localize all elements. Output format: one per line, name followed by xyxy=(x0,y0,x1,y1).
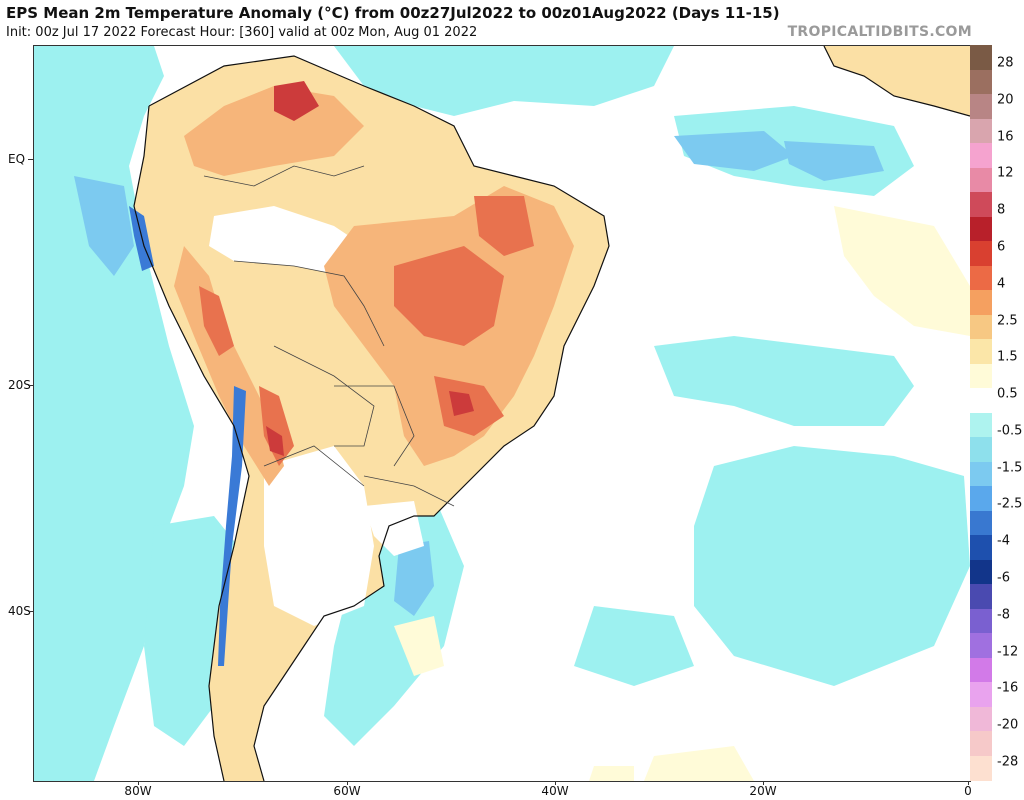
lat-tick xyxy=(28,159,33,160)
colorbar xyxy=(970,45,992,781)
colorbar-segment xyxy=(970,363,992,389)
colorbar-segment xyxy=(970,682,992,707)
colorbar-segment xyxy=(970,167,992,193)
lat-label-40s: 40S xyxy=(8,604,31,618)
colorbar-label: 20 xyxy=(997,92,1014,108)
colorbar-segment xyxy=(970,290,992,315)
colorbar-label: -0.5 xyxy=(997,423,1023,439)
colorbar-segment xyxy=(970,339,992,364)
country-borders xyxy=(203,165,455,507)
brand-watermark: TROPICALTIDBITS.COM xyxy=(787,24,972,40)
colorbar-segment xyxy=(970,94,992,119)
colorbar-segment xyxy=(970,608,992,634)
colorbar-label: -6 xyxy=(997,570,1010,586)
coastlines xyxy=(133,46,970,781)
colorbar-label: -28 xyxy=(997,754,1019,770)
lon-tick xyxy=(138,781,139,785)
ocean-cooler-patches xyxy=(74,131,884,616)
lat-label-20s: 20S xyxy=(8,378,31,392)
lon-label-40w: 40W xyxy=(541,784,569,798)
colorbar-segment xyxy=(970,45,992,70)
colorbar-label: 16 xyxy=(997,129,1014,145)
lon-tick xyxy=(347,781,348,785)
colorbar-segment xyxy=(970,657,992,683)
map-title: EPS Mean 2m Temperature Anomaly (°C) fro… xyxy=(6,4,780,22)
colorbar-label: -20 xyxy=(997,717,1019,733)
colorbar-label: 8 xyxy=(997,202,1006,218)
colorbar-segment xyxy=(970,314,992,340)
colorbar-label: 1.5 xyxy=(997,349,1018,365)
colorbar-segment xyxy=(970,633,992,658)
colorbar-segment xyxy=(970,69,992,95)
colorbar-segment xyxy=(970,535,992,560)
colorbar-segment xyxy=(970,731,992,756)
lon-tick xyxy=(555,781,556,785)
colorbar-label: -4 xyxy=(997,533,1010,549)
lon-label-0: 0 xyxy=(964,784,972,798)
colorbar-label: -16 xyxy=(997,680,1019,696)
colorbar-segment xyxy=(970,216,992,242)
colorbar-label: -12 xyxy=(997,644,1019,660)
colorbar-label: -1.5 xyxy=(997,460,1023,476)
colorbar-segment xyxy=(970,265,992,291)
colorbar-segment xyxy=(970,486,992,511)
lat-tick xyxy=(28,385,33,386)
colorbar-label: 0.5 xyxy=(997,386,1018,402)
colorbar-segment xyxy=(970,118,992,144)
hot-patches xyxy=(266,81,474,456)
ocean-warm-patches xyxy=(394,206,970,781)
colorbar-label: 6 xyxy=(997,239,1006,255)
lat-label-eq: EQ xyxy=(8,152,26,166)
map-subtitle: Init: 00z Jul 17 2022 Forecast Hour: [36… xyxy=(6,25,478,40)
anomaly-map xyxy=(33,45,971,782)
colorbar-segment xyxy=(970,388,992,413)
lon-label-60w: 60W xyxy=(333,784,361,798)
map-canvas xyxy=(34,46,970,781)
lon-label-20w: 20W xyxy=(749,784,777,798)
africa-landmass xyxy=(824,46,970,116)
lat-tick xyxy=(28,611,33,612)
colorbar-label: 28 xyxy=(997,55,1014,71)
colorbar-label: -2.5 xyxy=(997,496,1023,512)
colorbar-segment xyxy=(970,241,992,266)
colorbar-segment xyxy=(970,412,992,438)
colorbar-label: 2.5 xyxy=(997,313,1018,329)
lon-tick xyxy=(763,781,764,785)
colorbar-segment xyxy=(970,559,992,585)
colorbar-label: 12 xyxy=(997,165,1014,181)
colorbar-segment xyxy=(970,755,992,781)
colorbar-segment xyxy=(970,437,992,462)
colorbar-label: 4 xyxy=(997,276,1006,292)
colorbar-segment xyxy=(970,584,992,609)
colorbar-segment xyxy=(970,461,992,487)
colorbar-segment xyxy=(970,192,992,217)
lon-tick xyxy=(968,781,969,785)
colorbar-segment xyxy=(970,706,992,732)
colorbar-segment xyxy=(970,510,992,536)
lon-label-80w: 80W xyxy=(124,784,152,798)
colorbar-label: -8 xyxy=(997,607,1010,623)
colorbar-segment xyxy=(970,143,992,168)
near-zero-anomaly-areas xyxy=(209,206,424,626)
